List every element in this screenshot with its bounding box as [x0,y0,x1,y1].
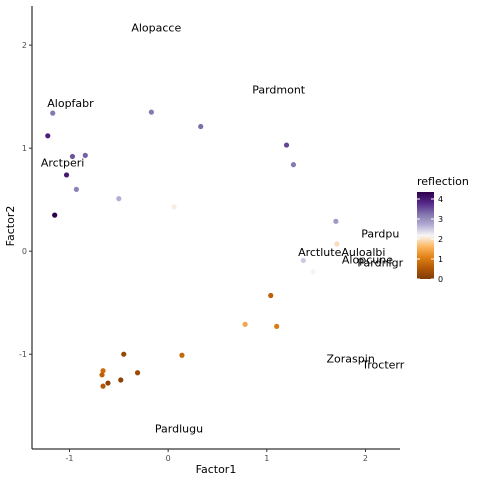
point-label: ArctluteAuloalbi [298,246,385,259]
data-point [171,204,177,210]
data-point [63,172,70,178]
data-point [179,352,185,358]
data-point [334,241,340,247]
data-point [121,351,127,357]
data-point [268,292,274,299]
point-label: Pardnigr [357,257,403,270]
data-point [148,109,154,115]
colorbar-tick-label: 2 [438,235,443,244]
data-point [274,323,280,330]
colorbar-tick-label: 1 [438,255,443,264]
y-tick-label: 2 [22,41,27,50]
data-point [116,196,122,202]
colorbar-tick-label: 3 [438,215,443,224]
data-point [198,123,204,130]
point-label: Pardmont [252,83,306,96]
data-point [50,110,56,116]
x-axis-title: Factor1 [196,463,237,476]
y-tick-label: 0 [22,247,27,256]
point-label: Trocterr [361,359,405,372]
data-point [290,162,297,168]
x-tick-label: 1 [264,454,269,463]
x-tick-label: -1 [65,454,73,463]
y-axis-title: Factor2 [4,206,17,247]
color-legend: reflection 0 1 2 3 4 [417,175,469,284]
y-tick-label: -1 [19,350,27,359]
data-point [52,212,58,218]
colorbar-tick-label: 0 [438,275,443,284]
data-point [283,142,290,148]
data-point [242,321,248,327]
data-point [99,372,105,378]
legend-title: reflection [417,175,469,188]
x-tick-label: 2 [363,454,368,463]
axes: -1 0 1 2 -1 0 1 2 [19,6,400,463]
data-point [82,152,88,158]
data-point [45,133,51,139]
point-label: Pardlugu [155,422,203,435]
data-point [118,377,124,383]
x-tick-label: 0 [166,454,171,463]
data-point [100,368,106,374]
data-points [45,109,340,389]
point-label: Arctperi [41,157,85,170]
data-point [310,269,316,275]
data-point [300,257,306,264]
data-point [333,218,339,224]
data-point [73,186,79,192]
y-tick-label: 1 [22,144,27,153]
colorbar [417,192,434,279]
point-label: Alopacce [131,22,181,35]
point-labels: Alopacce Alopfabr Arctperi Pardmont Pardpu Ar… [41,22,405,436]
point-label: Zoraspin [327,352,375,365]
data-point [105,380,111,386]
data-point [100,383,106,389]
data-point [134,370,141,376]
point-label: Alopcune [342,253,393,266]
data-point [69,153,76,160]
point-label: Alopfabr [47,97,94,110]
point-label: Pardpu [361,228,399,241]
colorbar-tick-label: 4 [438,195,443,204]
